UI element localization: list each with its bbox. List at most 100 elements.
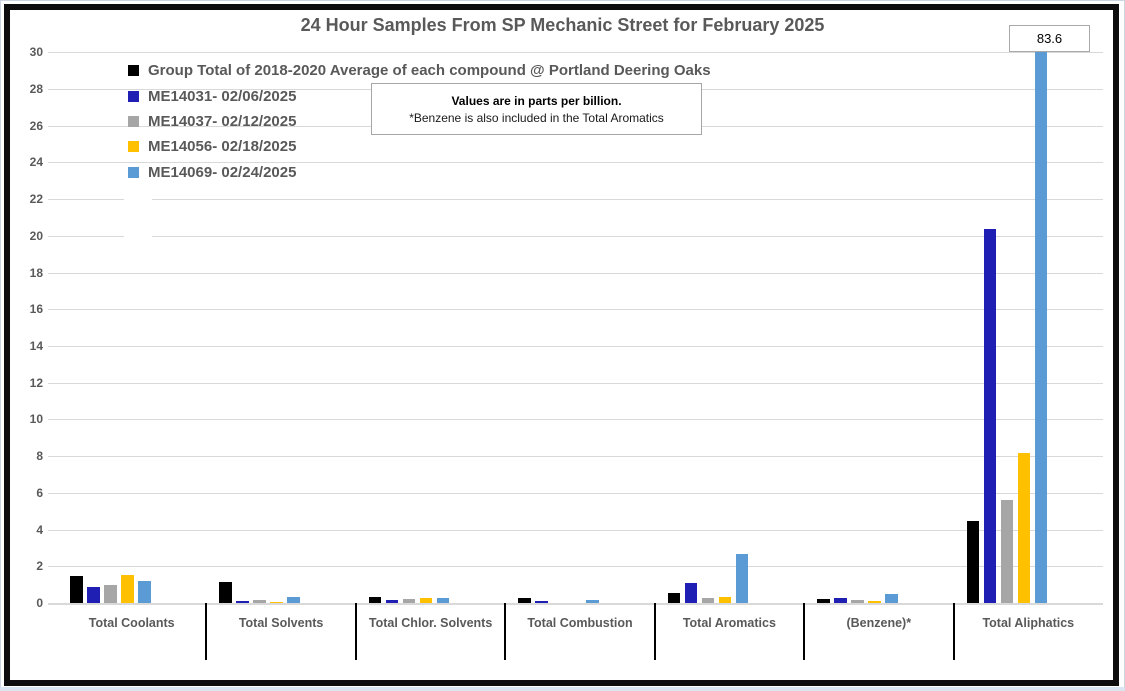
legend-item[interactable]: ME14037- 02/12/2025 [128, 109, 711, 134]
bar-me14056-benzene [868, 601, 881, 603]
bar-me14037-total-aromatics [701, 597, 715, 603]
gridline-y-12 [48, 382, 1103, 384]
legend-swatch-darkblue [128, 90, 139, 102]
bar-me14031-total-combustion [535, 601, 548, 603]
y-axis-tick-label: 2 [36, 559, 43, 574]
bar-group-total-combustion [518, 598, 531, 603]
category-label-total-solvents: Total Solvents [238, 616, 324, 630]
bar-me14056-total-aromatics [718, 596, 732, 603]
category-separator [205, 603, 208, 660]
bar-group-total-aliphatics [966, 521, 980, 603]
bar-me14056-total-coolants [121, 574, 134, 603]
y-axis-tick-label: 26 [29, 118, 43, 133]
legend-label: ME14031- 02/06/2025 [148, 87, 297, 105]
chart-legend: Group Total of 2018-2020 Average of each… [128, 58, 711, 185]
bar-group-total-aromatics [667, 592, 681, 603]
legend-swatch-black [128, 65, 139, 77]
gridline-y-10 [48, 419, 1103, 421]
values-note-box: Values are in parts per billion. *Benzen… [371, 83, 702, 135]
bar-me14069-total-aromatics [735, 554, 749, 603]
gridline-y-20 [48, 235, 1103, 237]
legend-item[interactable]: ME14056- 02/18/2025 [128, 134, 711, 159]
bar-me14069-total-combustion [586, 600, 599, 603]
y-axis-tick-label: 20 [29, 228, 43, 243]
x-axis-line [48, 603, 1103, 605]
y-axis-tick-label: 24 [29, 155, 43, 170]
y-axis-tick-label: 6 [36, 485, 43, 500]
gridline-y-2 [48, 566, 1103, 568]
category-separator [504, 603, 507, 660]
bar-me14056-total-solvents [270, 602, 283, 603]
bar-me14031-total-coolants [87, 586, 100, 603]
bar-me14037-total-chlor-solvents [402, 599, 416, 603]
gridline-y-16 [48, 309, 1103, 311]
bar-me14037-total-solvents [253, 600, 266, 603]
legend-item[interactable]: ME14031- 02/06/2025 [128, 83, 711, 108]
gridline-y-30 [48, 52, 1103, 54]
category-label-total-aliphatics: Total Aliphatics [982, 616, 1075, 630]
legend-label: ME14056- 02/18/2025 [148, 138, 297, 156]
bar-me14031-total-aromatics [684, 582, 698, 603]
y-axis-tick-label: 12 [29, 375, 43, 390]
category-label-benzene: (Benzene)* [846, 616, 912, 630]
bar-me14056-total-chlor-solvents [419, 598, 433, 603]
category-label-total-aromatics: Total Aromatics [682, 616, 776, 630]
legend-item[interactable]: ME14069- 02/24/2025 [128, 160, 711, 185]
category-separator [354, 603, 357, 660]
bar-group-total-coolants [70, 575, 83, 603]
legend-swatch-gray [128, 115, 139, 127]
bar-me14031-total-solvents [236, 601, 249, 603]
legend-item[interactable]: Group Total of 2018-2020 Average of each… [128, 58, 711, 83]
bar-me14056-total-aliphatics [1017, 453, 1031, 603]
clipped-bar-value-label: 83.6 [1009, 25, 1090, 52]
bar-me14069-total-coolants [138, 581, 151, 603]
legend-swatch-gold [128, 141, 139, 153]
y-axis-tick-label: 28 [29, 82, 43, 96]
gridline-y-14 [48, 346, 1103, 347]
y-axis-tick-label: 16 [29, 302, 43, 317]
bar-me14031-total-chlor-solvents [385, 600, 399, 603]
legend-swatch-lightblue [128, 166, 139, 178]
note-units-line: Values are in parts per billion. [451, 93, 622, 108]
bar-me14069-total-aliphatics [1034, 50, 1048, 603]
y-axis-tick-label: 4 [36, 522, 43, 537]
bar-group-total-solvents [219, 581, 232, 603]
bar-group-total-chlor-solvents [368, 596, 382, 603]
gridline-y-24 [48, 162, 1103, 164]
note-benzene-line: *Benzene is also included in the Total A… [409, 110, 664, 125]
legend-label: Group Total of 2018-2020 Average of each… [148, 62, 711, 80]
y-axis-tick-label: 0 [36, 596, 43, 610]
category-separator [653, 603, 656, 660]
gridline-y-8 [48, 456, 1103, 458]
bar-me14069-total-solvents [287, 596, 300, 603]
gridline-y-4 [48, 529, 1103, 531]
y-axis-tick-label: 10 [29, 412, 43, 427]
legend-label: ME14037- 02/12/2025 [148, 112, 297, 130]
bar-me14037-total-aliphatics [1000, 500, 1014, 603]
y-axis-tick-label: 8 [36, 449, 43, 464]
bar-me14031-total-aliphatics [983, 228, 997, 603]
gridline-y-6 [48, 492, 1103, 494]
y-axis-tick-label: 14 [29, 339, 43, 353]
category-separator [803, 603, 806, 660]
bar-me14037-total-coolants [104, 584, 117, 603]
window-edge-strip [0, 687, 1125, 691]
y-axis-tick-label: 30 [29, 45, 43, 60]
bar-me14031-benzene [834, 598, 847, 603]
category-label-total-combustion: Total Combustion [527, 616, 633, 630]
category-label-total-chlor-solvents: Total Chlor. Solvents [368, 616, 493, 630]
bar-group-benzene [817, 599, 830, 603]
bar-me14037-benzene [851, 600, 864, 603]
bar-me14069-total-chlor-solvents [436, 598, 450, 603]
gridline-y-22 [48, 199, 1103, 201]
chart-title: 24 Hour Samples From SP Mechanic Street … [300, 15, 825, 35]
y-axis-tick-label: 22 [29, 192, 43, 207]
category-label-total-coolants: Total Coolants [88, 616, 175, 630]
y-axis-tick-label: 18 [29, 265, 43, 280]
bar-me14069-benzene [885, 593, 898, 603]
empty-textbox-artifact [124, 188, 152, 254]
gridline-y-18 [48, 272, 1103, 274]
category-separator [952, 603, 955, 660]
legend-label: ME14069- 02/24/2025 [148, 163, 297, 181]
